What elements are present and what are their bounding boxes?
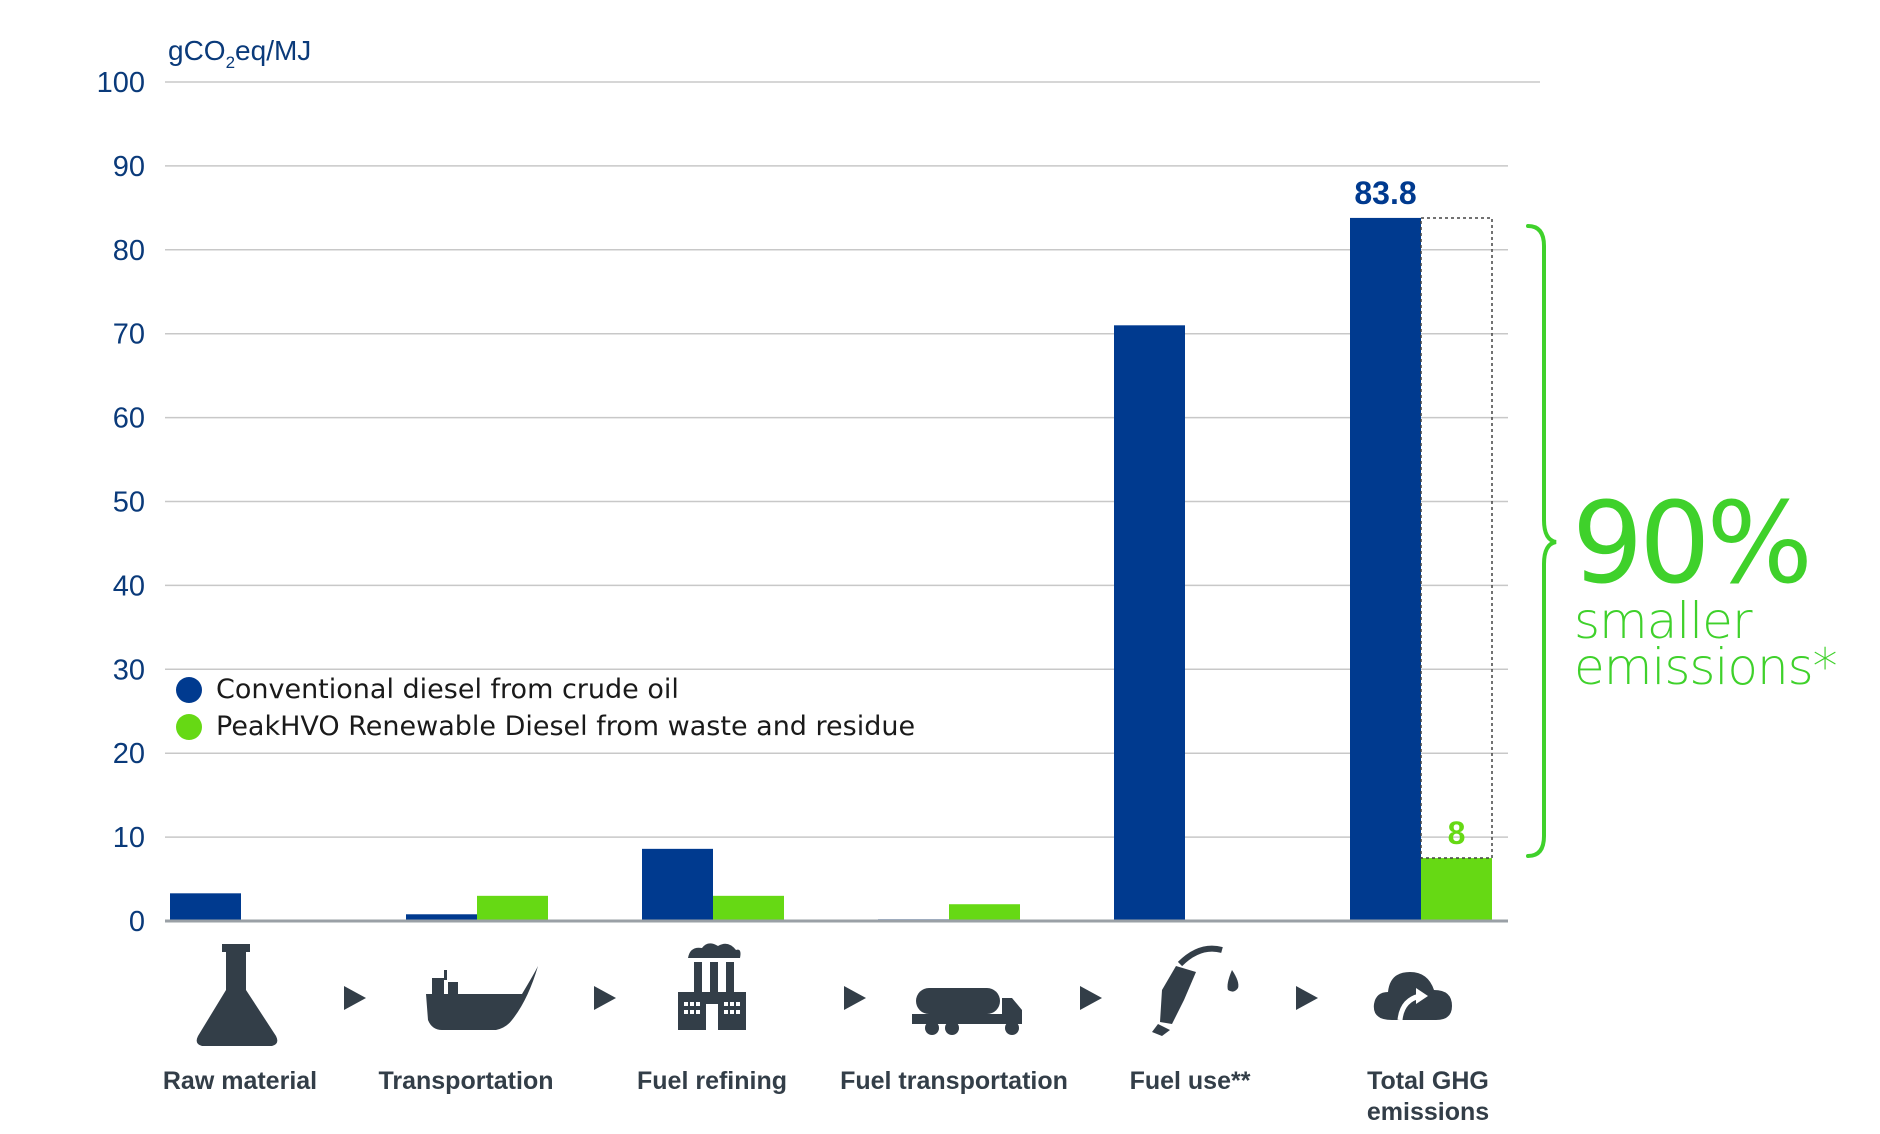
category-label: Fuel refining bbox=[592, 1066, 832, 1097]
total-reduction-dotted-box bbox=[1420, 217, 1493, 859]
y-axis-unit-label: gCO2eq/MJ bbox=[168, 35, 311, 72]
data-labels: 83.88 bbox=[1354, 175, 1465, 851]
bar bbox=[170, 893, 241, 921]
category-label-line: Fuel transportation bbox=[840, 1067, 1068, 1095]
bar bbox=[949, 904, 1020, 921]
y-tick-label: 0 bbox=[129, 906, 145, 938]
bar bbox=[477, 895, 548, 921]
y-axis-ticks: 0 10 20 30 40 50 60 70 80 90 100 bbox=[97, 67, 145, 938]
data-label: 8 bbox=[1448, 815, 1466, 851]
legend: Conventional diesel from crude oil PeakH… bbox=[176, 671, 915, 745]
bar bbox=[713, 895, 784, 921]
y-tick-label: 40 bbox=[113, 570, 145, 602]
category-label-line: Fuel refining bbox=[637, 1067, 787, 1095]
category-label-line: Total GHG bbox=[1367, 1067, 1489, 1095]
category-label: Raw material bbox=[120, 1066, 360, 1097]
y-tick-label: 80 bbox=[113, 235, 145, 267]
category-label: Fuel transportation bbox=[834, 1066, 1074, 1097]
y-tick-label: 60 bbox=[113, 403, 145, 435]
bar bbox=[406, 914, 477, 921]
y-tick-label: 30 bbox=[113, 654, 145, 686]
bar bbox=[642, 848, 713, 921]
legend-item-conventional: Conventional diesel from crude oil bbox=[176, 671, 915, 708]
y-tick-label: 100 bbox=[97, 67, 145, 99]
y-tick-label: 20 bbox=[113, 738, 145, 770]
data-label: 83.8 bbox=[1354, 175, 1416, 211]
category-label-line: Fuel use** bbox=[1129, 1067, 1251, 1095]
reduction-text-line2: emissions* bbox=[1574, 638, 1838, 696]
y-tick-label: 10 bbox=[113, 822, 145, 854]
gridlines bbox=[165, 81, 1540, 838]
reduction-text-line1: smaller bbox=[1574, 592, 1752, 650]
category-label-line: Transportation bbox=[378, 1067, 554, 1095]
bars bbox=[170, 217, 1492, 922]
y-tick-label: 70 bbox=[113, 319, 145, 351]
category-label-line: emissions bbox=[1366, 1098, 1490, 1126]
category-label: Total GHG emissions bbox=[1308, 1066, 1548, 1128]
legend-swatch-conventional bbox=[176, 676, 202, 703]
y-tick-label: 50 bbox=[113, 487, 145, 519]
legend-label-conventional: Conventional diesel from crude oil bbox=[216, 674, 679, 705]
category-label: Fuel use** bbox=[1070, 1066, 1310, 1097]
bar bbox=[1350, 217, 1421, 922]
curly-brace bbox=[1526, 224, 1557, 858]
bar bbox=[1114, 325, 1185, 921]
legend-label-peakhvo: PeakHVO Renewable Diesel from waste and … bbox=[216, 711, 916, 742]
category-label-line: Raw material bbox=[162, 1067, 318, 1095]
bar bbox=[1421, 858, 1492, 921]
y-tick-label: 90 bbox=[113, 151, 145, 183]
reduction-percent: 90% bbox=[1572, 479, 1813, 609]
category-label: Transportation bbox=[346, 1066, 586, 1097]
legend-swatch-peakhvo bbox=[176, 713, 202, 740]
legend-item-peakhvo: PeakHVO Renewable Diesel from waste and … bbox=[176, 708, 915, 745]
